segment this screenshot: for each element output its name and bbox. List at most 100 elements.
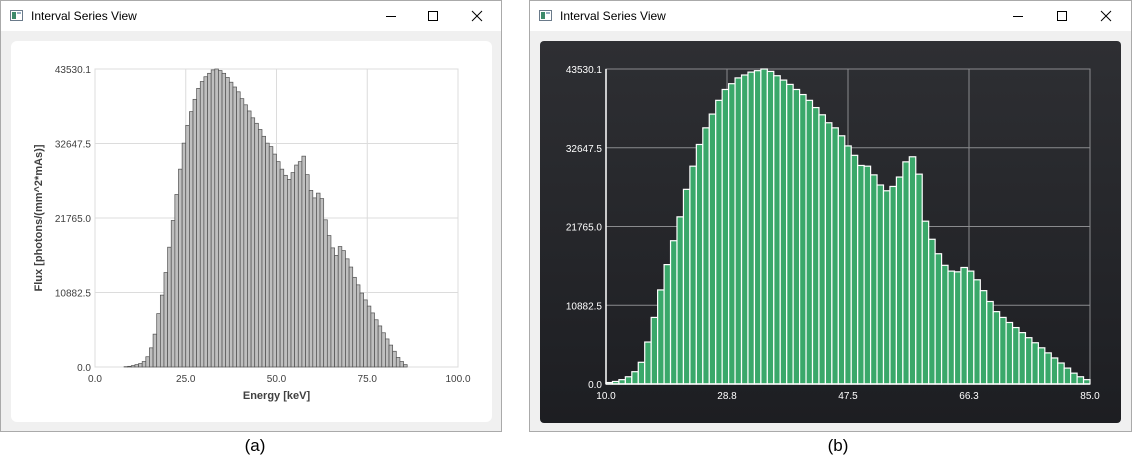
y-tick-label: 43530.1 xyxy=(566,65,603,76)
x-axis-label: Energy [keV] xyxy=(243,390,311,402)
histogram-bar xyxy=(1031,342,1039,385)
histogram-bar xyxy=(921,220,930,385)
histogram-bar xyxy=(947,270,956,385)
histogram-bar xyxy=(199,81,205,368)
histogram-bar xyxy=(811,106,820,385)
histogram-bar xyxy=(1057,362,1065,385)
histogram-bar xyxy=(381,332,386,368)
histogram-bar xyxy=(294,164,299,368)
close-icon[interactable] xyxy=(1096,6,1116,26)
histogram-bar xyxy=(715,99,723,385)
maximize-icon[interactable] xyxy=(1052,6,1072,26)
histogram-bar xyxy=(174,194,179,368)
histogram-bar xyxy=(986,300,994,385)
histogram-bar xyxy=(203,76,208,368)
histogram-bar xyxy=(689,165,697,385)
histogram-bar xyxy=(637,361,646,385)
x-tick-label: 50.0 xyxy=(267,374,287,385)
maximize-icon[interactable] xyxy=(423,6,443,26)
minimize-icon[interactable] xyxy=(381,6,401,26)
histogram-bar xyxy=(261,135,266,368)
histogram-bar xyxy=(650,316,659,385)
histogram-bar xyxy=(268,146,274,368)
histogram-bar xyxy=(663,263,672,385)
histogram-bar xyxy=(1076,376,1085,385)
histogram-bar xyxy=(297,161,303,368)
histogram-bar xyxy=(747,71,756,385)
caption-b: (b) xyxy=(827,436,849,455)
histogram-bar xyxy=(301,155,306,368)
histogram-bar xyxy=(624,376,633,385)
histogram-bar xyxy=(207,72,212,368)
histogram-bar xyxy=(1024,337,1033,385)
histogram-bar xyxy=(702,127,710,385)
histogram-bar xyxy=(831,127,839,385)
histogram-bar xyxy=(330,247,335,368)
histogram-bar xyxy=(908,156,917,385)
histogram-bar xyxy=(882,190,891,385)
histogram-bar xyxy=(196,88,201,368)
histogram-bar xyxy=(236,91,241,368)
y-tick-label: 32647.5 xyxy=(55,140,92,151)
histogram-bar xyxy=(728,83,736,385)
histogram-bar xyxy=(334,255,339,368)
x-tick-label: 10.0 xyxy=(596,391,616,402)
histogram-chart-b: 10.0 28.8 47.5 66.3 85.0 0.0 10882.5 21765.0 326… xyxy=(566,65,1100,402)
histogram-bar xyxy=(359,292,364,368)
histogram-bar xyxy=(337,246,343,368)
histogram-bar xyxy=(721,88,730,385)
histogram-bar xyxy=(130,365,136,368)
histogram-bar xyxy=(316,192,321,368)
histogram-bar xyxy=(134,364,139,368)
histogram-bar xyxy=(1050,357,1059,385)
histogram-bar xyxy=(247,110,252,368)
x-tick-label: 100.0 xyxy=(445,374,470,385)
histogram-bar xyxy=(708,113,717,385)
histogram-bar xyxy=(163,272,168,368)
histogram-bar xyxy=(799,93,807,385)
histogram-bar xyxy=(218,70,223,368)
histogram-bar xyxy=(1011,326,1020,385)
window-b: Interval Series View 10.0 28.8 47.5 66.3 85.… xyxy=(529,0,1132,432)
histogram-bar xyxy=(669,240,678,385)
histogram-bar xyxy=(145,356,150,368)
histogram-bar xyxy=(356,284,361,368)
histogram-bar xyxy=(395,357,401,368)
histogram-bar xyxy=(773,75,781,385)
histogram-bar xyxy=(178,168,183,368)
histogram-bar xyxy=(695,143,704,385)
histogram-bar xyxy=(167,246,172,368)
histogram-bar xyxy=(999,316,1007,385)
histogram-bar xyxy=(181,142,187,368)
histogram-bar xyxy=(1044,352,1052,385)
histogram-bar xyxy=(760,68,768,385)
histogram-chart-a: 0.0 25.0 50.0 75.0 100.0 0.0 10882.5 21765.0 326… xyxy=(33,65,471,402)
histogram-bar xyxy=(152,333,158,368)
histogram-bar xyxy=(225,77,230,368)
histogram-bar xyxy=(960,266,968,385)
histogram-bar xyxy=(170,220,176,368)
histogram-bar xyxy=(287,179,292,368)
histogram-bar xyxy=(392,350,397,368)
histogram-bar xyxy=(992,311,1001,385)
histogram-bar xyxy=(370,312,375,368)
histogram-bar xyxy=(824,122,833,385)
histogram-bar xyxy=(189,111,194,368)
histogram-bar xyxy=(221,72,227,368)
histogram-bar xyxy=(631,371,639,385)
histogram-bar xyxy=(192,98,197,368)
histogram-bar xyxy=(159,294,165,368)
histogram-bar xyxy=(779,79,788,385)
x-tick-label: 25.0 xyxy=(176,374,196,385)
histogram-bar xyxy=(127,365,132,368)
title-bar[interactable]: Interval Series View xyxy=(530,1,1131,31)
histogram-bar xyxy=(243,104,248,368)
title-bar[interactable]: Interval Series View xyxy=(1,1,501,31)
histogram-bar xyxy=(366,305,372,368)
close-icon[interactable] xyxy=(467,6,487,26)
minimize-icon[interactable] xyxy=(1008,6,1028,26)
histogram-bar xyxy=(363,299,368,368)
x-tick-label: 47.5 xyxy=(838,391,858,402)
histogram-bar xyxy=(403,364,408,368)
histogram-bar xyxy=(934,253,943,385)
